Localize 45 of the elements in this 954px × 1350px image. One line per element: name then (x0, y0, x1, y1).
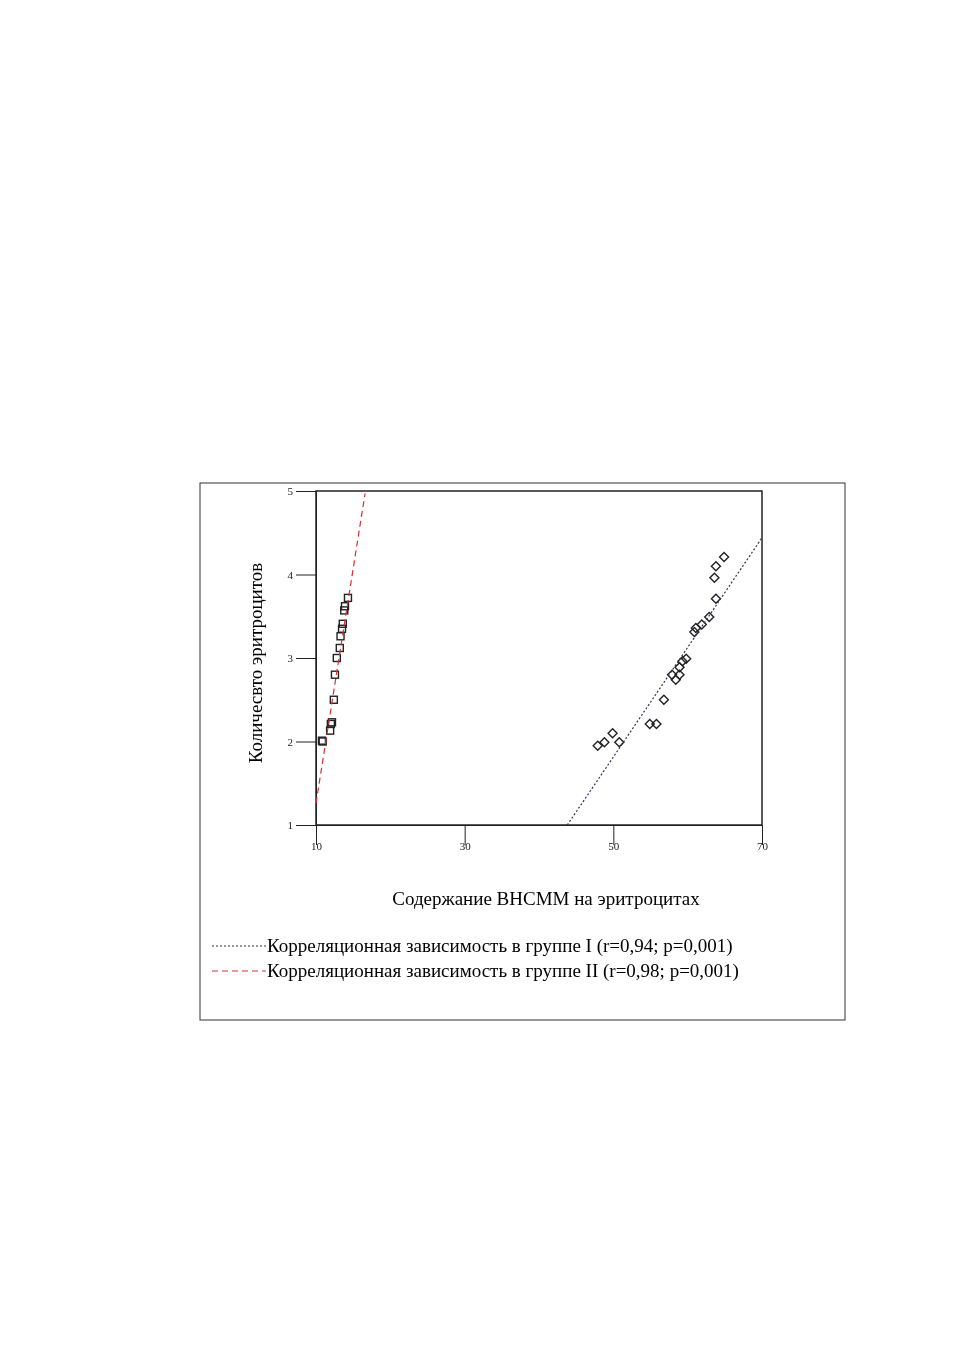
point (340, 602, 350, 611)
y-tick-label: 2 (287, 735, 293, 748)
point (330, 670, 340, 679)
point (710, 593, 722, 604)
point (718, 551, 730, 563)
point (696, 619, 707, 630)
y-axis-title: Количесвто эритроцитов (245, 562, 266, 764)
point (337, 624, 347, 633)
point (674, 661, 685, 673)
point (710, 560, 722, 572)
point (689, 626, 700, 638)
point (592, 740, 603, 751)
point (677, 656, 688, 667)
point (338, 619, 347, 628)
y-tick-label: 5 (287, 485, 294, 498)
legend-label: Корреляционная зависимость в группе I (r=0,94; p=0,001) (267, 935, 733, 957)
point (704, 611, 715, 623)
point (674, 669, 685, 680)
point (343, 593, 353, 603)
y-tick-label: 1 (287, 819, 293, 832)
point (614, 737, 625, 748)
y-tick-label: 3 (287, 652, 294, 665)
y-tick-label: 4 (287, 568, 294, 581)
point (651, 718, 662, 730)
point (666, 669, 678, 680)
point (644, 718, 655, 730)
x-tick-label: 70 (757, 840, 769, 853)
point (332, 653, 342, 663)
x-tick-label: 30 (459, 840, 472, 853)
legend-label: Корреляционная зависимость в группе II (r=0,98; p=0,001) (267, 960, 739, 982)
x-tick-label: 10 (311, 840, 323, 853)
point (709, 572, 720, 584)
point (670, 674, 681, 685)
point (336, 632, 345, 641)
point (599, 737, 610, 748)
point (607, 727, 618, 739)
x-tick-label: 50 (608, 840, 620, 853)
point (658, 694, 670, 705)
point (680, 653, 692, 665)
point (335, 643, 344, 653)
point (690, 622, 702, 634)
x-axis-title: Содержание ВНСММ на эритроцитах (392, 888, 701, 909)
point (340, 606, 349, 615)
point (329, 695, 339, 704)
point (325, 726, 335, 735)
